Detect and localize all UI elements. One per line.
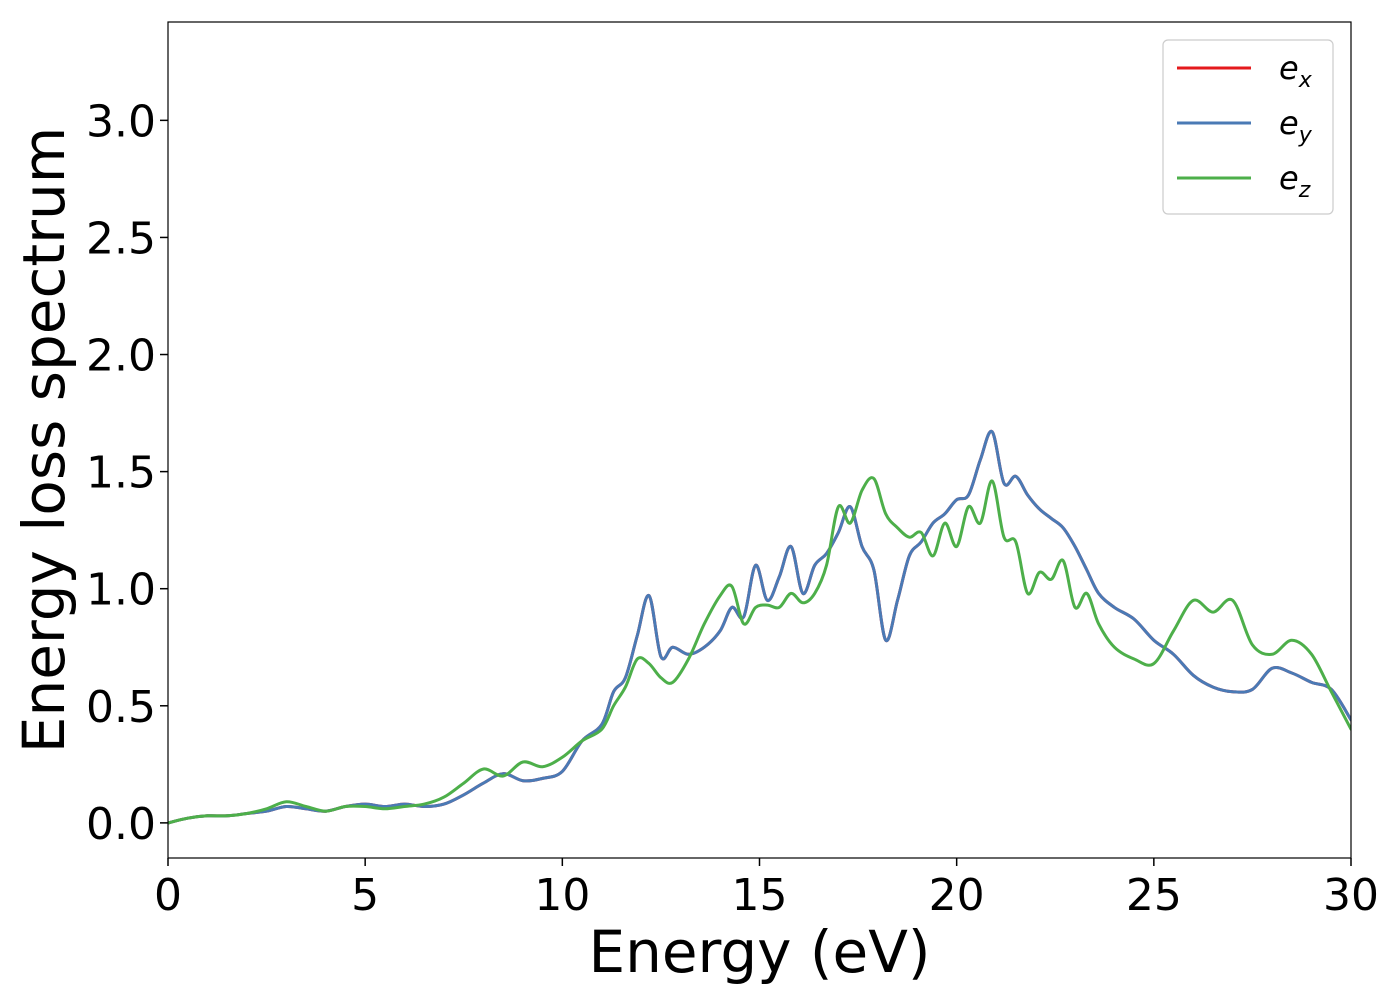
- series-line-z: [168, 476, 1351, 825]
- x-tick-label: 20: [929, 870, 985, 921]
- y-axis-label: Energy loss spectrum: [10, 127, 78, 753]
- y-tick-label: 2.5: [86, 213, 156, 264]
- x-tick-label: 5: [351, 870, 379, 921]
- legend-label-y: ey: [1279, 104, 1313, 148]
- legend-label-base: e: [1279, 49, 1299, 87]
- legend-label-subscript: z: [1298, 178, 1311, 203]
- y-tick-label: 2.0: [86, 331, 156, 382]
- y-tick-label: 0.0: [86, 799, 156, 850]
- legend-box: [1162, 39, 1334, 215]
- y-tick-label: 3.0: [86, 96, 156, 147]
- y-tick-label: 0.5: [86, 682, 156, 733]
- x-tick-label: 10: [534, 870, 590, 921]
- legend-label-x: ex: [1279, 49, 1313, 93]
- legend-label-z: ez: [1279, 159, 1311, 203]
- x-tick-label: 25: [1126, 870, 1182, 921]
- y-tick-label: 1.0: [86, 565, 156, 616]
- x-tick-label: 15: [732, 870, 788, 921]
- plot-area: [168, 22, 1351, 858]
- series-lines: [168, 429, 1351, 825]
- x-tick-label: 30: [1323, 870, 1379, 921]
- axis-ticks: 0 5 10 15 20 25 30 0.0 0.5 1.0 1.5 2.0 2.5 3.0: [86, 96, 1379, 921]
- x-tick-label: 0: [154, 870, 182, 921]
- y-tick-label: 1.5: [86, 448, 156, 499]
- legend-label-base: e: [1279, 104, 1299, 142]
- legend-label-subscript: x: [1298, 68, 1313, 93]
- legend-label-base: e: [1279, 159, 1299, 197]
- legend-label-subscript: y: [1298, 123, 1313, 148]
- x-axis-label: Energy (eV): [588, 918, 930, 986]
